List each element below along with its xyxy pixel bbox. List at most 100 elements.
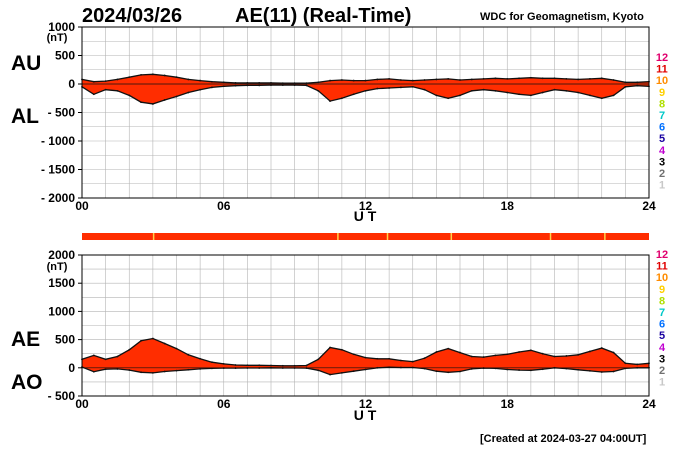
al-data-point bbox=[435, 94, 438, 97]
al-data-point bbox=[376, 87, 379, 90]
ao-data-point bbox=[435, 370, 438, 373]
au-data-point bbox=[376, 78, 379, 81]
au-al-y-tick-label: - 1000 bbox=[41, 134, 75, 148]
al-data-point bbox=[470, 89, 473, 92]
ae-data-point bbox=[317, 358, 320, 361]
ae-ao-y-ticks: 2000 1500 1000 500 0 - 500 bbox=[48, 248, 82, 403]
au-al-x-axis-label: U T bbox=[354, 208, 377, 224]
al-data-point bbox=[329, 100, 331, 102]
al-data-point bbox=[459, 94, 461, 97]
station-legend-item: 10 bbox=[656, 272, 668, 284]
chart-title: AE(11) (Real-Time) bbox=[235, 5, 412, 27]
ae-data-point bbox=[211, 361, 213, 364]
station-legend-item: 2 bbox=[659, 168, 665, 180]
ae-ao-y-tick-label: 1500 bbox=[48, 276, 75, 290]
au-data-point bbox=[459, 79, 461, 81]
al-data-point bbox=[317, 89, 320, 92]
ae-ao-x-tick-label: 18 bbox=[501, 397, 515, 411]
au-al-x-tick-label: 00 bbox=[75, 199, 89, 213]
al-data-point bbox=[128, 94, 131, 97]
ae-data-point bbox=[364, 356, 367, 359]
ae-data-point bbox=[92, 354, 95, 357]
al-data-point bbox=[175, 95, 178, 98]
au-series-label: AU bbox=[11, 52, 41, 75]
au-data-point bbox=[116, 78, 119, 81]
station-legend-item: 8 bbox=[659, 295, 665, 307]
ao-data-point bbox=[151, 371, 154, 374]
al-data-point bbox=[340, 97, 343, 100]
ao-data-point bbox=[352, 370, 355, 373]
au-data-point bbox=[340, 79, 343, 81]
ae-data-point bbox=[470, 355, 473, 358]
au-data-point bbox=[151, 73, 154, 76]
au-data-point bbox=[589, 77, 591, 80]
au-data-point bbox=[470, 78, 473, 81]
ae-data-point bbox=[388, 357, 391, 360]
station-legend-item: 7 bbox=[659, 307, 665, 319]
au-data-point bbox=[92, 80, 95, 83]
ae-ao-x-axis-label: U T bbox=[354, 407, 377, 423]
ae-data-point bbox=[518, 351, 520, 353]
al-data-point bbox=[411, 85, 414, 88]
au-data-point bbox=[600, 77, 603, 80]
al-data-point bbox=[270, 84, 272, 87]
au-data-point bbox=[234, 81, 237, 84]
au-al-y-unit: (nT) bbox=[47, 32, 68, 44]
ae-data-point bbox=[577, 353, 580, 356]
au-data-point bbox=[577, 78, 580, 81]
al-data-point bbox=[151, 103, 154, 105]
ae-data-point bbox=[305, 364, 308, 367]
ae-data-point bbox=[116, 355, 119, 358]
al-data-point bbox=[163, 99, 166, 101]
al-data-point bbox=[352, 93, 355, 96]
au-al-x-tick-label: 24 bbox=[642, 199, 656, 213]
ao-data-point bbox=[317, 369, 320, 372]
au-al-y-ticks: 1000 500 0 - 500 - 1000 - 1500 - 2000 bbox=[41, 20, 82, 205]
ao-data-point bbox=[92, 370, 95, 373]
ae-data-point bbox=[376, 357, 379, 360]
au-data-point bbox=[612, 79, 615, 81]
au-data-point bbox=[211, 80, 213, 83]
ae-data-point bbox=[600, 347, 603, 349]
ae-data-point bbox=[281, 364, 284, 367]
station-legend-item: 2 bbox=[659, 365, 665, 377]
al-data-point bbox=[400, 86, 402, 89]
al-data-point bbox=[494, 89, 497, 92]
coverage-bar bbox=[82, 233, 649, 240]
ao-data-point bbox=[459, 370, 461, 373]
created-timestamp: [Created at 2024-03-27 04:00UT] bbox=[480, 433, 647, 445]
ae-data-point bbox=[104, 358, 107, 361]
al-data-point bbox=[506, 91, 509, 94]
au-data-point bbox=[364, 79, 367, 82]
ae-data-point bbox=[529, 349, 532, 352]
al-data-point bbox=[187, 91, 190, 94]
ae-ao-y-tick-label: 2000 bbox=[48, 248, 75, 262]
ao-data-point bbox=[565, 367, 568, 370]
au-data-point bbox=[352, 79, 355, 82]
au-data-point bbox=[270, 81, 272, 84]
coverage-marker bbox=[450, 233, 453, 240]
au-data-point bbox=[293, 82, 296, 85]
au-data-point bbox=[506, 77, 509, 80]
ae-data-point bbox=[293, 364, 296, 367]
ae-data-point bbox=[494, 354, 497, 357]
station-legend-item: 9 bbox=[659, 87, 665, 99]
ae-data-point bbox=[151, 337, 154, 340]
station-legend-item: 4 bbox=[659, 145, 666, 157]
au-data-point bbox=[258, 81, 261, 84]
ao-series-label: AO bbox=[11, 371, 43, 394]
au-data-point bbox=[423, 79, 426, 81]
au-al-x-tick-label: 06 bbox=[217, 199, 231, 213]
au-data-point bbox=[317, 81, 320, 84]
ae-data-point bbox=[541, 352, 544, 355]
au-data-point bbox=[175, 76, 178, 79]
ao-data-point bbox=[529, 369, 532, 372]
au-data-point bbox=[494, 77, 497, 80]
au-data-point bbox=[624, 81, 627, 84]
data-source: WDC for Geomagnetism, Kyoto bbox=[480, 11, 644, 23]
chart-date: 2024/03/26 bbox=[82, 5, 183, 27]
au-data-point bbox=[518, 77, 520, 80]
au-data-point bbox=[128, 76, 131, 79]
